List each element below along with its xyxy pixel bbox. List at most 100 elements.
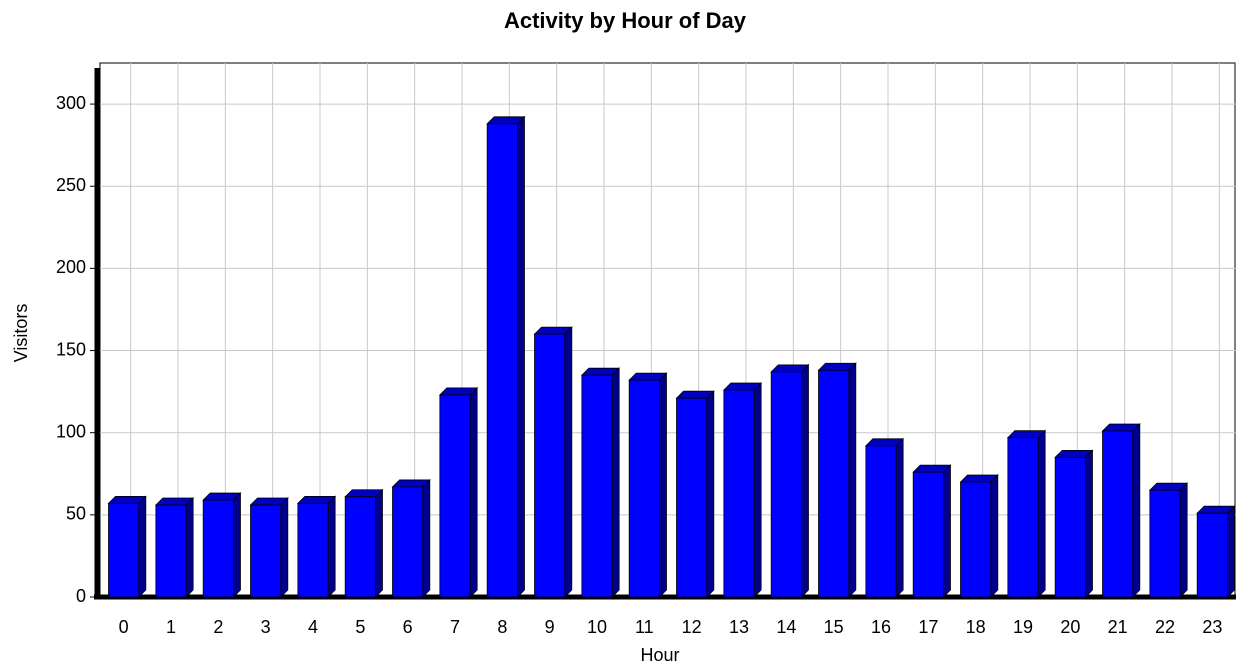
- bar-top: [864, 438, 905, 447]
- x-tick-label: 21: [1108, 617, 1128, 637]
- bar-side: [1179, 482, 1188, 598]
- bar: [155, 504, 187, 598]
- bar-top: [296, 495, 337, 504]
- bar-side: [943, 464, 951, 598]
- bar-side: [659, 372, 667, 598]
- bar-top: [912, 464, 952, 473]
- bar-side: [280, 497, 289, 598]
- bar-side: [138, 495, 147, 598]
- bar-top: [438, 387, 479, 396]
- bar-top: [1196, 505, 1236, 514]
- x-tick-label: 15: [824, 617, 844, 637]
- bar-top: [722, 382, 763, 391]
- bar-top: [154, 497, 195, 506]
- bar: [676, 397, 708, 598]
- bar-side: [1132, 423, 1141, 598]
- bar-top: [628, 372, 668, 381]
- bar-top: [249, 497, 289, 506]
- bar: [108, 502, 140, 598]
- bar: [344, 496, 376, 598]
- bar: [392, 486, 424, 598]
- bar-side: [1037, 429, 1046, 598]
- plot-area: [99, 62, 1236, 598]
- y-tick-label: 250: [56, 175, 86, 195]
- bar-side: [422, 478, 431, 598]
- x-tick-label: 10: [587, 617, 607, 637]
- x-axis-label: Hour: [640, 645, 679, 665]
- x-tick-label: 0: [119, 617, 129, 637]
- bar: [534, 333, 566, 598]
- bar-side: [848, 362, 857, 598]
- x-tick-label: 5: [355, 617, 365, 637]
- bar-side: [185, 497, 194, 598]
- bar-top: [817, 362, 857, 371]
- x-tick-label: 11: [635, 617, 654, 637]
- bar-side: [375, 488, 383, 598]
- x-tick-label: 4: [308, 617, 318, 637]
- bar-top: [770, 364, 810, 373]
- bar: [486, 123, 518, 598]
- x-tick-label: 22: [1155, 617, 1175, 637]
- bar: [581, 374, 613, 598]
- bar-side: [611, 367, 620, 598]
- bar: [628, 379, 660, 598]
- bar-side: [753, 382, 762, 598]
- x-tick-label: 8: [497, 617, 507, 637]
- bar-top: [533, 326, 573, 335]
- bar-side: [233, 492, 241, 598]
- bar: [1007, 437, 1039, 598]
- bar: [723, 389, 755, 598]
- y-tick-label: 150: [56, 339, 86, 359]
- bar-top: [1006, 430, 1047, 439]
- bar: [250, 504, 282, 598]
- bar-side: [706, 390, 715, 598]
- bar: [297, 502, 329, 598]
- bar-side: [469, 386, 478, 598]
- y-tick-label: 0: [76, 586, 86, 606]
- x-tick-label: 6: [403, 617, 413, 637]
- bar-side: [1085, 449, 1093, 598]
- x-tick-label: 9: [545, 617, 555, 637]
- bar: [202, 499, 234, 598]
- chart-title: Activity by Hour of Day: [504, 8, 747, 33]
- y-tick-label: 100: [56, 421, 86, 441]
- bar-side: [895, 437, 904, 598]
- bar-top: [391, 479, 431, 488]
- bar: [1149, 489, 1181, 598]
- bar-top: [675, 390, 715, 399]
- x-tick-label: 13: [729, 617, 749, 637]
- bar-top: [959, 474, 999, 483]
- bar: [1196, 512, 1228, 598]
- bar-top: [1054, 449, 1094, 458]
- bar-side: [517, 115, 525, 598]
- x-tick-label: 19: [1013, 617, 1033, 637]
- bar: [865, 445, 897, 598]
- x-tick-label: 1: [166, 617, 176, 637]
- x-tick-label: 16: [871, 617, 891, 637]
- bar: [1102, 430, 1134, 598]
- x-tick-label: 12: [682, 617, 702, 637]
- bar-top: [486, 116, 526, 125]
- x-tick-label: 20: [1060, 617, 1080, 637]
- bar-side: [564, 326, 573, 598]
- x-tick-label: 7: [450, 617, 460, 637]
- bar-top: [344, 489, 384, 498]
- bar: [960, 481, 992, 598]
- x-tick-label: 18: [966, 617, 986, 637]
- bar-side: [1227, 505, 1235, 598]
- bar: [1054, 456, 1086, 598]
- bar-top: [1101, 423, 1141, 432]
- bar-top: [1148, 482, 1189, 491]
- bar: [912, 471, 944, 598]
- x-tick-label: 2: [213, 617, 223, 637]
- bar-top: [580, 367, 621, 376]
- x-tick-label: 17: [918, 617, 938, 637]
- x-tick-label: 3: [261, 617, 271, 637]
- x-tick-label: 23: [1202, 617, 1222, 637]
- bar: [439, 394, 471, 598]
- bar-side: [801, 363, 809, 598]
- bar-side: [990, 474, 999, 598]
- y-tick-label: 50: [66, 504, 86, 524]
- x-tick-label: 14: [776, 617, 796, 637]
